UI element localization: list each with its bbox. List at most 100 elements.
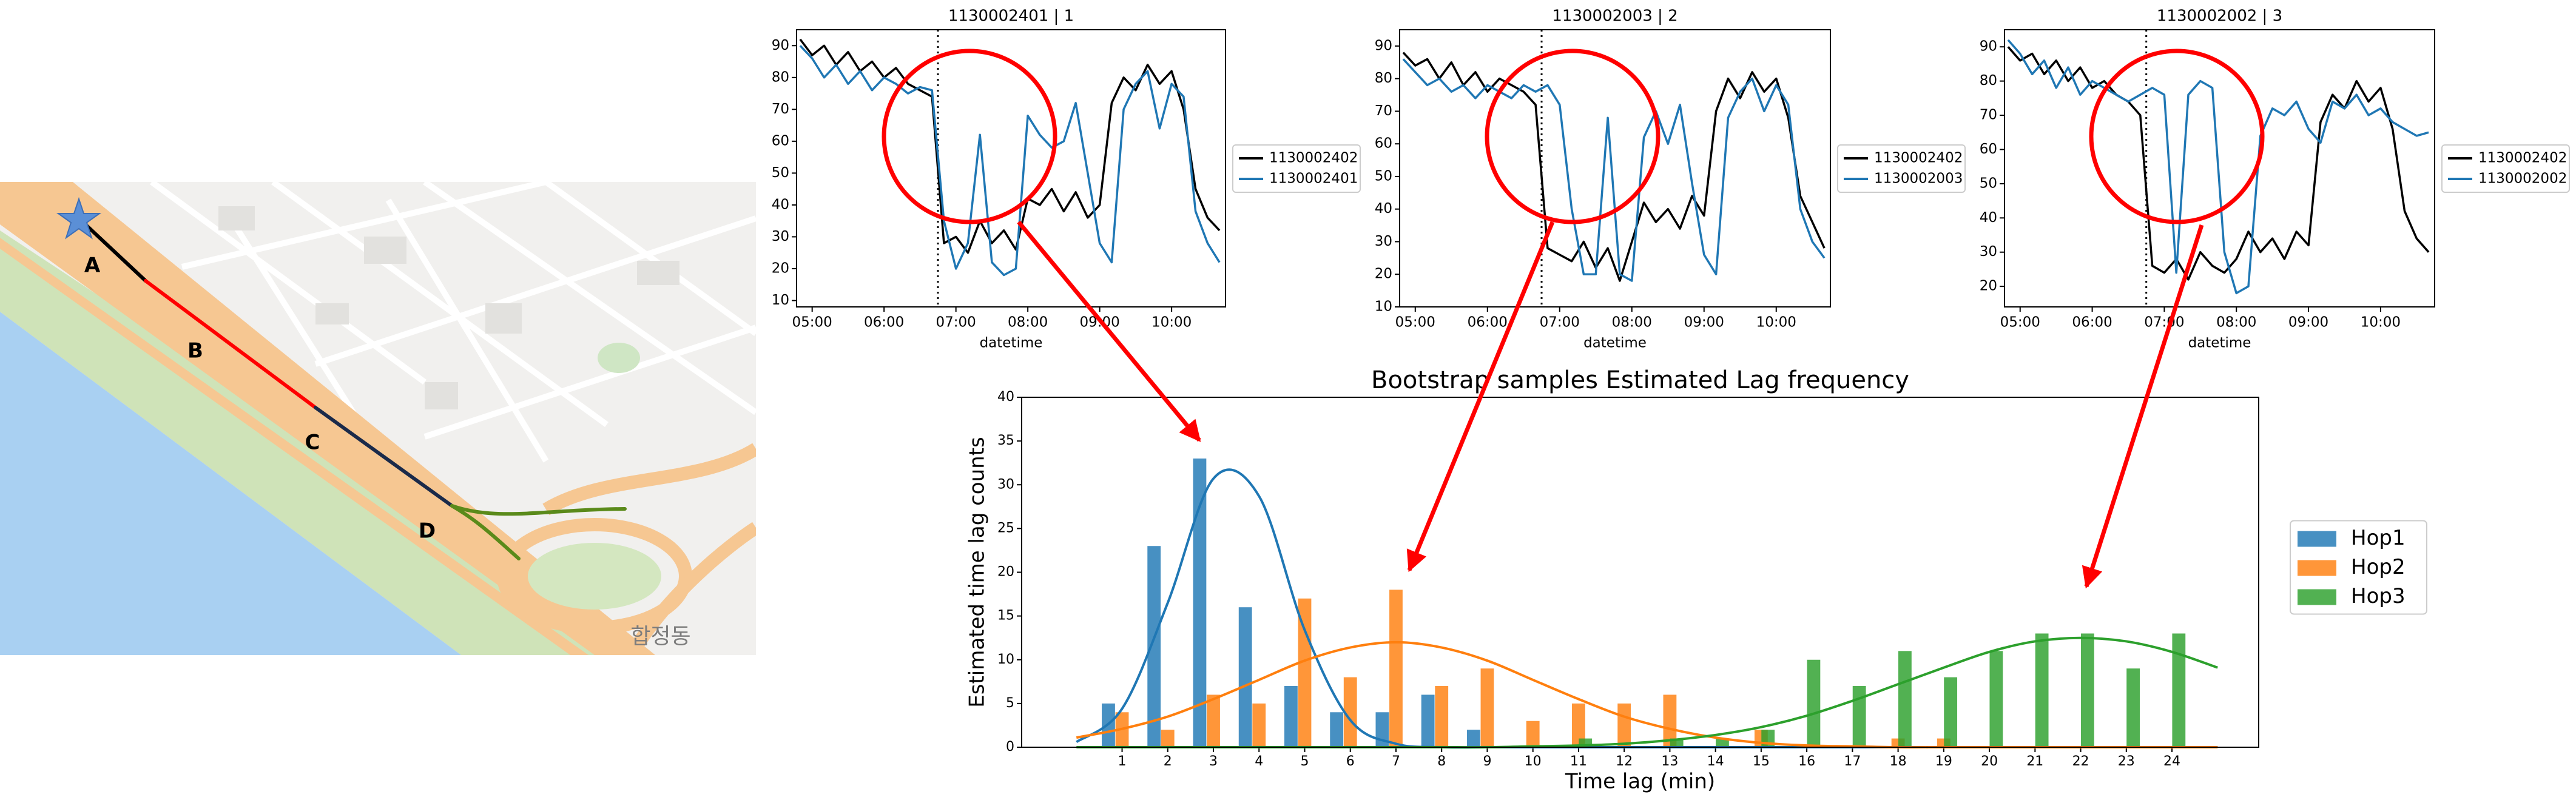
bar <box>2035 633 2049 747</box>
y-tick-label: 25 <box>997 520 1014 536</box>
bar <box>1572 703 1585 747</box>
series-line <box>799 45 1221 277</box>
bar <box>1663 694 1677 747</box>
y-tick-label: 30 <box>772 229 789 244</box>
ramp <box>497 518 692 634</box>
x-tick-label: 1 <box>1118 754 1127 769</box>
highlights <box>882 49 2265 589</box>
legend-label: 1130002003 <box>1874 171 1963 187</box>
y-tick-label: 20 <box>772 260 789 276</box>
x-axis-label: datetime <box>980 335 1043 351</box>
x-tick-label: 07:00 <box>1540 315 1580 331</box>
legend-swatch <box>2298 589 2336 605</box>
bar <box>1716 738 1729 747</box>
x-tick-label: 18 <box>1890 754 1907 769</box>
plot-frame <box>2004 29 2435 308</box>
bar <box>2126 668 2140 747</box>
y-tick-label: 70 <box>1375 103 1392 119</box>
x-tick-label: 09:00 <box>2288 315 2328 331</box>
y-tick-label: 5 <box>1006 696 1014 711</box>
arrow <box>1017 220 1201 442</box>
legend-label: Hop1 <box>2351 526 2406 550</box>
bar <box>1343 677 1357 747</box>
bar <box>1238 607 1252 747</box>
series-line <box>1402 58 1826 282</box>
chart-title: Bootstrap samples Estimated Lag frequenc… <box>1371 366 1909 394</box>
bar <box>1252 703 1266 747</box>
bar <box>1526 721 1540 747</box>
x-tick-label: 24 <box>2163 754 2180 769</box>
series-line <box>2007 46 2430 281</box>
street <box>150 182 756 463</box>
x-tick-label: 07:00 <box>936 315 976 331</box>
bar <box>1147 546 1161 747</box>
x-tick-label: 21 <box>2026 754 2043 769</box>
y-tick-label: 60 <box>1375 136 1392 152</box>
y-tick-label: 40 <box>1980 210 1997 226</box>
chart-title: 1130002002 | 3 <box>2157 7 2282 25</box>
legend-swatch <box>2298 531 2336 547</box>
y-tick-label: 40 <box>1375 201 1392 217</box>
y-axis-label: Estimated time lag counts <box>965 437 990 708</box>
bar-chart: Bootstrap samples Estimated Lag frequenc… <box>965 366 2427 794</box>
bar <box>1617 703 1631 747</box>
x-tick-label: 13 <box>1661 754 1678 769</box>
x-tick-label: 22 <box>2072 754 2089 769</box>
plot-frame <box>1399 29 1831 308</box>
interchange-green <box>528 543 661 610</box>
x-tick-label: 3 <box>1209 754 1218 769</box>
y-tick-label: 60 <box>1980 141 1997 157</box>
y-tick-label: 70 <box>772 101 789 117</box>
line-chart: 1130002002 | 3 20 30 40 50 60 70 80 90 05:00 06:00… <box>1980 7 2570 351</box>
y-tick-label: 90 <box>1980 39 1997 55</box>
bar <box>1330 712 1344 747</box>
bar <box>1207 694 1220 747</box>
bar <box>1161 730 1175 747</box>
bar <box>1480 668 1494 747</box>
place-label: 합정동 <box>630 624 690 649</box>
x-tick-label: 05:00 <box>2000 315 2040 331</box>
chart-title: 1130002003 | 2 <box>1552 7 1677 25</box>
x-tick-label: 5 <box>1300 754 1309 769</box>
legend-box <box>2441 144 2570 193</box>
y-tick-label: 20 <box>1980 278 1997 294</box>
x-tick-label: 15 <box>1753 754 1770 769</box>
bar <box>1389 590 1403 747</box>
route-b <box>144 279 317 409</box>
x-tick-label: 7 <box>1392 754 1400 769</box>
legend-label: 1130002002 <box>2478 171 2567 187</box>
y-tick-label: 80 <box>1375 70 1392 86</box>
y-tick-label: 10 <box>1375 299 1392 315</box>
bar <box>2172 633 2186 747</box>
block <box>315 303 349 324</box>
map-blocks <box>218 206 679 409</box>
x-axis-label: datetime <box>1583 335 1647 351</box>
block <box>485 303 522 334</box>
x-tick-label: 06:00 <box>2072 315 2112 331</box>
y-tick-label: 0 <box>1006 739 1014 755</box>
map-label: C <box>305 431 320 455</box>
x-tick-label: 20 <box>1981 754 1998 769</box>
x-tick-label: 2 <box>1164 754 1172 769</box>
arrow <box>2082 224 2204 589</box>
block <box>364 237 406 264</box>
bar <box>2080 633 2094 747</box>
highlight-circle <box>882 49 1057 224</box>
bar <box>1466 730 1480 747</box>
y-tick-label: 20 <box>1375 266 1392 282</box>
legend-swatch <box>2298 560 2336 576</box>
line-chart: 1130002003 | 2 10 20 30 40 50 60 70 80 90 05:00 06:… <box>1375 7 1966 351</box>
bar <box>1421 694 1435 747</box>
x-tick-label: 08:00 <box>1008 315 1048 331</box>
plot-frame <box>796 29 1226 308</box>
legend-label: 1130002401 <box>1269 171 1358 187</box>
highlight-circle <box>1485 49 1661 224</box>
bar <box>1944 677 1958 747</box>
x-axis-label: Time lag (min) <box>1565 770 1715 794</box>
block <box>218 206 255 230</box>
y-tick-label: 90 <box>1375 38 1392 53</box>
road <box>0 238 588 655</box>
bar <box>1193 458 1207 747</box>
start-star <box>56 197 102 240</box>
